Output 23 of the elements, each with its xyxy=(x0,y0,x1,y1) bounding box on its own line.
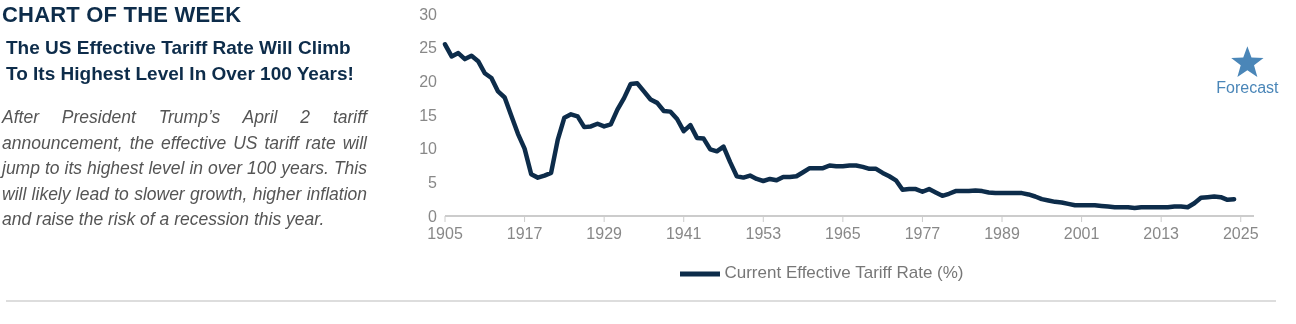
x-tick-label: 1941 xyxy=(665,225,702,243)
y-tick-label: 5 xyxy=(428,174,438,192)
y-tick-label: 10 xyxy=(419,140,438,158)
y-tick-label: 30 xyxy=(419,5,438,23)
series-label: Forecast xyxy=(1216,79,1280,97)
text: The US Effective Tariff Rate Will Climb To Its Highest Level In Over 100 Years! xyxy=(6,36,355,86)
text: CHART OF THE WEEK xyxy=(2,2,243,28)
x-tick-label: 1917 xyxy=(506,225,543,243)
x-tick-label: 2013 xyxy=(1143,225,1180,243)
y-tick-label: 15 xyxy=(419,106,438,124)
text: After President Trump’s April 2 tariff announcement, the effective US tariff rate will jump to its highest level in over 100 years. This will likely lead to slower growth, higher inflation and raise the risk of a recession this year. xyxy=(2,106,367,231)
x-tick-label: 1929 xyxy=(586,225,623,243)
x-tick-label: 1989 xyxy=(984,225,1020,243)
y-tick-label: 25 xyxy=(419,39,438,57)
x-tick-label: 2025 xyxy=(1222,225,1259,243)
y-tick-label: 0 xyxy=(428,207,438,225)
y-tick-label: 20 xyxy=(419,73,438,91)
legend-label: Current Effective Tariff Rate (%) xyxy=(724,263,964,283)
x-tick-label: 1965 xyxy=(825,225,861,243)
x-tick-label: 1953 xyxy=(745,225,782,243)
x-tick-label: 1977 xyxy=(904,225,941,243)
x-tick-label: 2001 xyxy=(1063,225,1100,243)
x-tick-label: 1905 xyxy=(427,225,463,243)
